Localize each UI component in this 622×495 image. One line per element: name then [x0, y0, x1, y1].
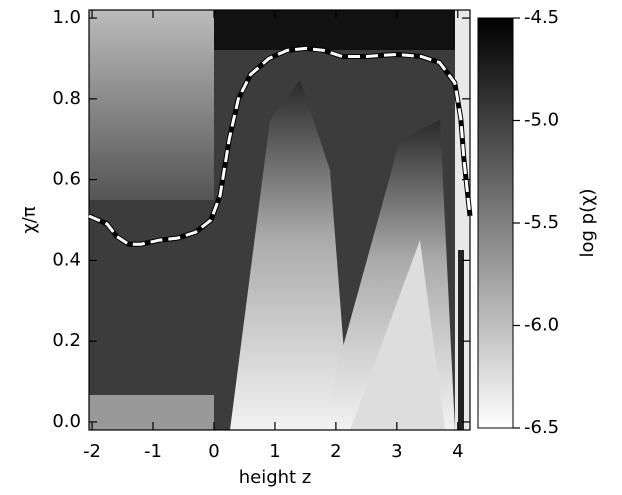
x-tick-label: 1 — [269, 441, 280, 462]
y-tick-label: 0.2 — [52, 330, 81, 351]
x-tick-label: 2 — [330, 441, 341, 462]
colorbar-tick-label: -6.5 — [524, 417, 559, 438]
colorbar — [477, 17, 514, 429]
heatmap — [89, 10, 470, 430]
x-tick-label: -1 — [144, 441, 162, 462]
colorbar-tick-label: -5.5 — [524, 212, 559, 233]
colorbar-tick-label: -5.0 — [524, 110, 559, 131]
x-tick-label: 0 — [208, 441, 219, 462]
y-tick-label: 0.0 — [52, 411, 81, 432]
y-tick-label: 0.8 — [52, 88, 81, 109]
y-axis-label: χ/π — [19, 206, 40, 233]
x-axis-label: height z — [239, 467, 312, 488]
colorbar-tick-label: -4.5 — [524, 7, 559, 28]
y-tick-label: 0.4 — [52, 249, 81, 270]
colorbar-tick-label: -6.0 — [524, 315, 559, 336]
x-tick-label: 4 — [452, 441, 463, 462]
colorbar-label: log p(χ) — [577, 188, 598, 257]
y-tick-label: 0.6 — [52, 169, 81, 190]
x-tick-label: 3 — [391, 441, 402, 462]
line — [88, 46, 472, 246]
plot-frame — [88, 9, 471, 431]
y-tick-label: 1.0 — [52, 7, 81, 28]
x-tick-label: -2 — [83, 441, 101, 462]
